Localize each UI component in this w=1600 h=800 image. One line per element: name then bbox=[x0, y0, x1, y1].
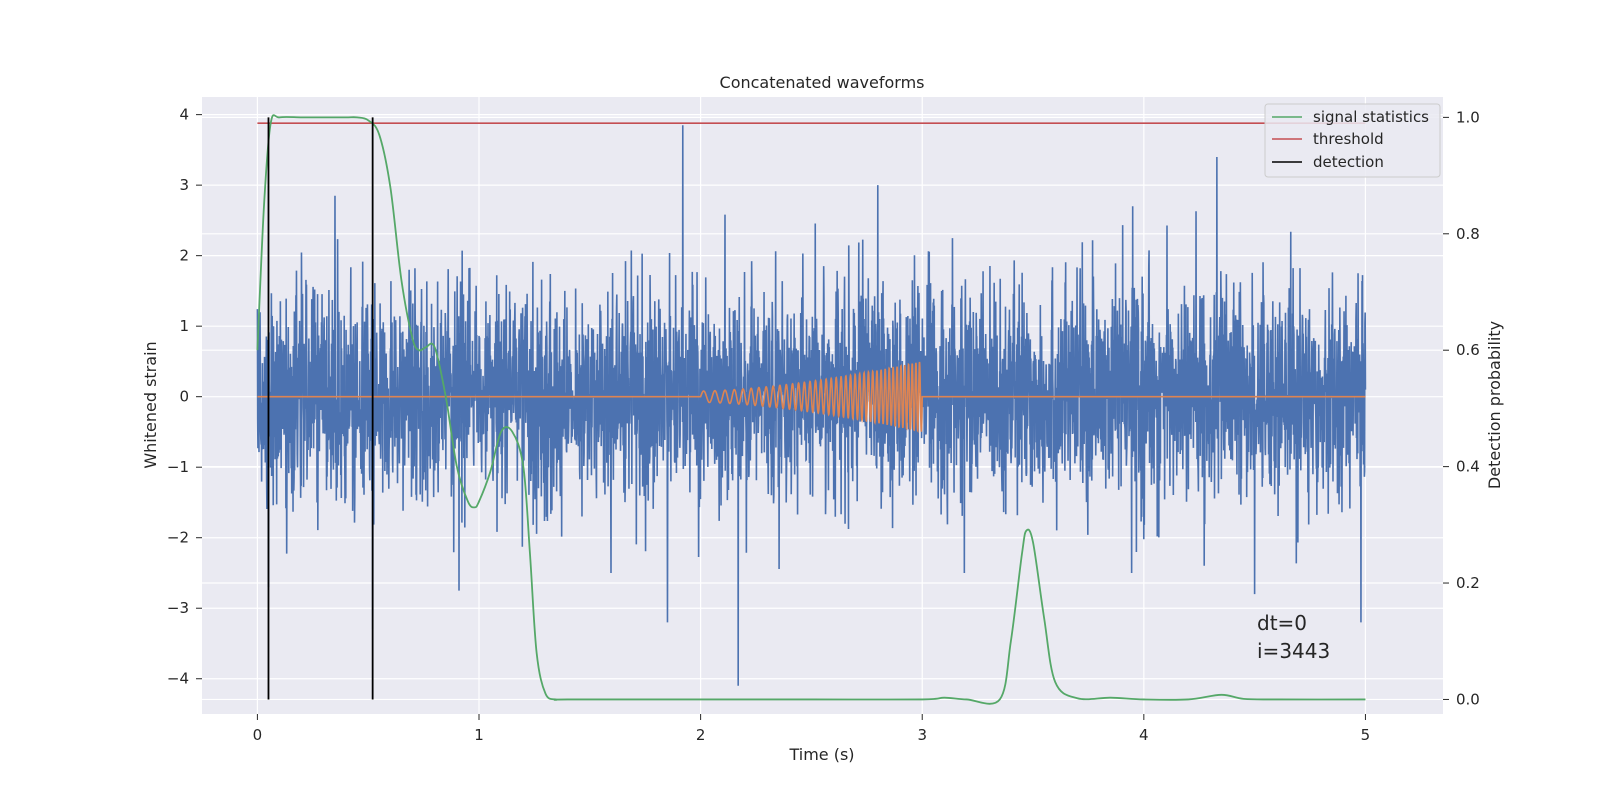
legend-label-threshold: threshold bbox=[1313, 130, 1384, 148]
x-tick-label: 3 bbox=[917, 726, 927, 744]
y-axis-left-label: Whitened strain bbox=[141, 341, 160, 468]
x-tick-label: 0 bbox=[253, 726, 263, 744]
y-left-tick-label: 0 bbox=[179, 388, 189, 406]
y-right-tick-label: 0.2 bbox=[1456, 574, 1480, 592]
legend-box bbox=[1264, 103, 1441, 178]
y-left-tick-label: 3 bbox=[179, 176, 189, 194]
legend: signal statistics threshold detection bbox=[1264, 103, 1441, 178]
y-right-tick-label: 0.4 bbox=[1456, 458, 1480, 476]
y-left-tick-label: 1 bbox=[179, 317, 189, 335]
y-left-tick-label: 2 bbox=[179, 247, 189, 265]
y-right-tick-label: 1.0 bbox=[1456, 108, 1480, 126]
annotation-dt: dt=0 bbox=[1257, 611, 1307, 635]
y-axis-right-label: Detection probability bbox=[1485, 321, 1504, 489]
chart-title: Concatenated waveforms bbox=[720, 73, 925, 92]
legend-label-signal-statistics: signal statistics bbox=[1313, 108, 1429, 126]
y-left-tick-label: −3 bbox=[167, 599, 189, 617]
y-left-tick-label: −1 bbox=[167, 458, 189, 476]
waveform-line bbox=[257, 361, 1366, 433]
y-left-tick-label: −4 bbox=[167, 670, 189, 688]
y-right-tick-label: 0.0 bbox=[1456, 690, 1480, 708]
x-axis-label: Time (s) bbox=[788, 745, 854, 764]
annotation: dt=0 i=3443 bbox=[1257, 611, 1330, 663]
x-tick-label: 1 bbox=[474, 726, 484, 744]
x-tick-label: 4 bbox=[1139, 726, 1149, 744]
y-left-tick-label: 4 bbox=[179, 106, 189, 124]
annotation-index: i=3443 bbox=[1257, 639, 1330, 663]
strain-line bbox=[256, 125, 1367, 686]
y-left-tick-label: −2 bbox=[167, 529, 189, 547]
x-tick-label: 5 bbox=[1361, 726, 1371, 744]
y-right-tick-label: 0.6 bbox=[1456, 341, 1480, 359]
right-axis-series bbox=[256, 114, 1366, 705]
y-right-tick-label: 0.8 bbox=[1456, 225, 1480, 243]
chirp-series bbox=[257, 361, 1366, 433]
strain-series bbox=[256, 125, 1367, 686]
x-tick-label: 2 bbox=[696, 726, 706, 744]
ticks: 0 1 2 3 4 5 4 3 2 1 0 −1 −2 −3 −4 1.0 0.8 0.6 0.4 0.2 0.0 bbox=[167, 106, 1480, 744]
signal-statistics-line bbox=[256, 114, 1366, 705]
legend-label-detection: detection bbox=[1313, 153, 1384, 171]
